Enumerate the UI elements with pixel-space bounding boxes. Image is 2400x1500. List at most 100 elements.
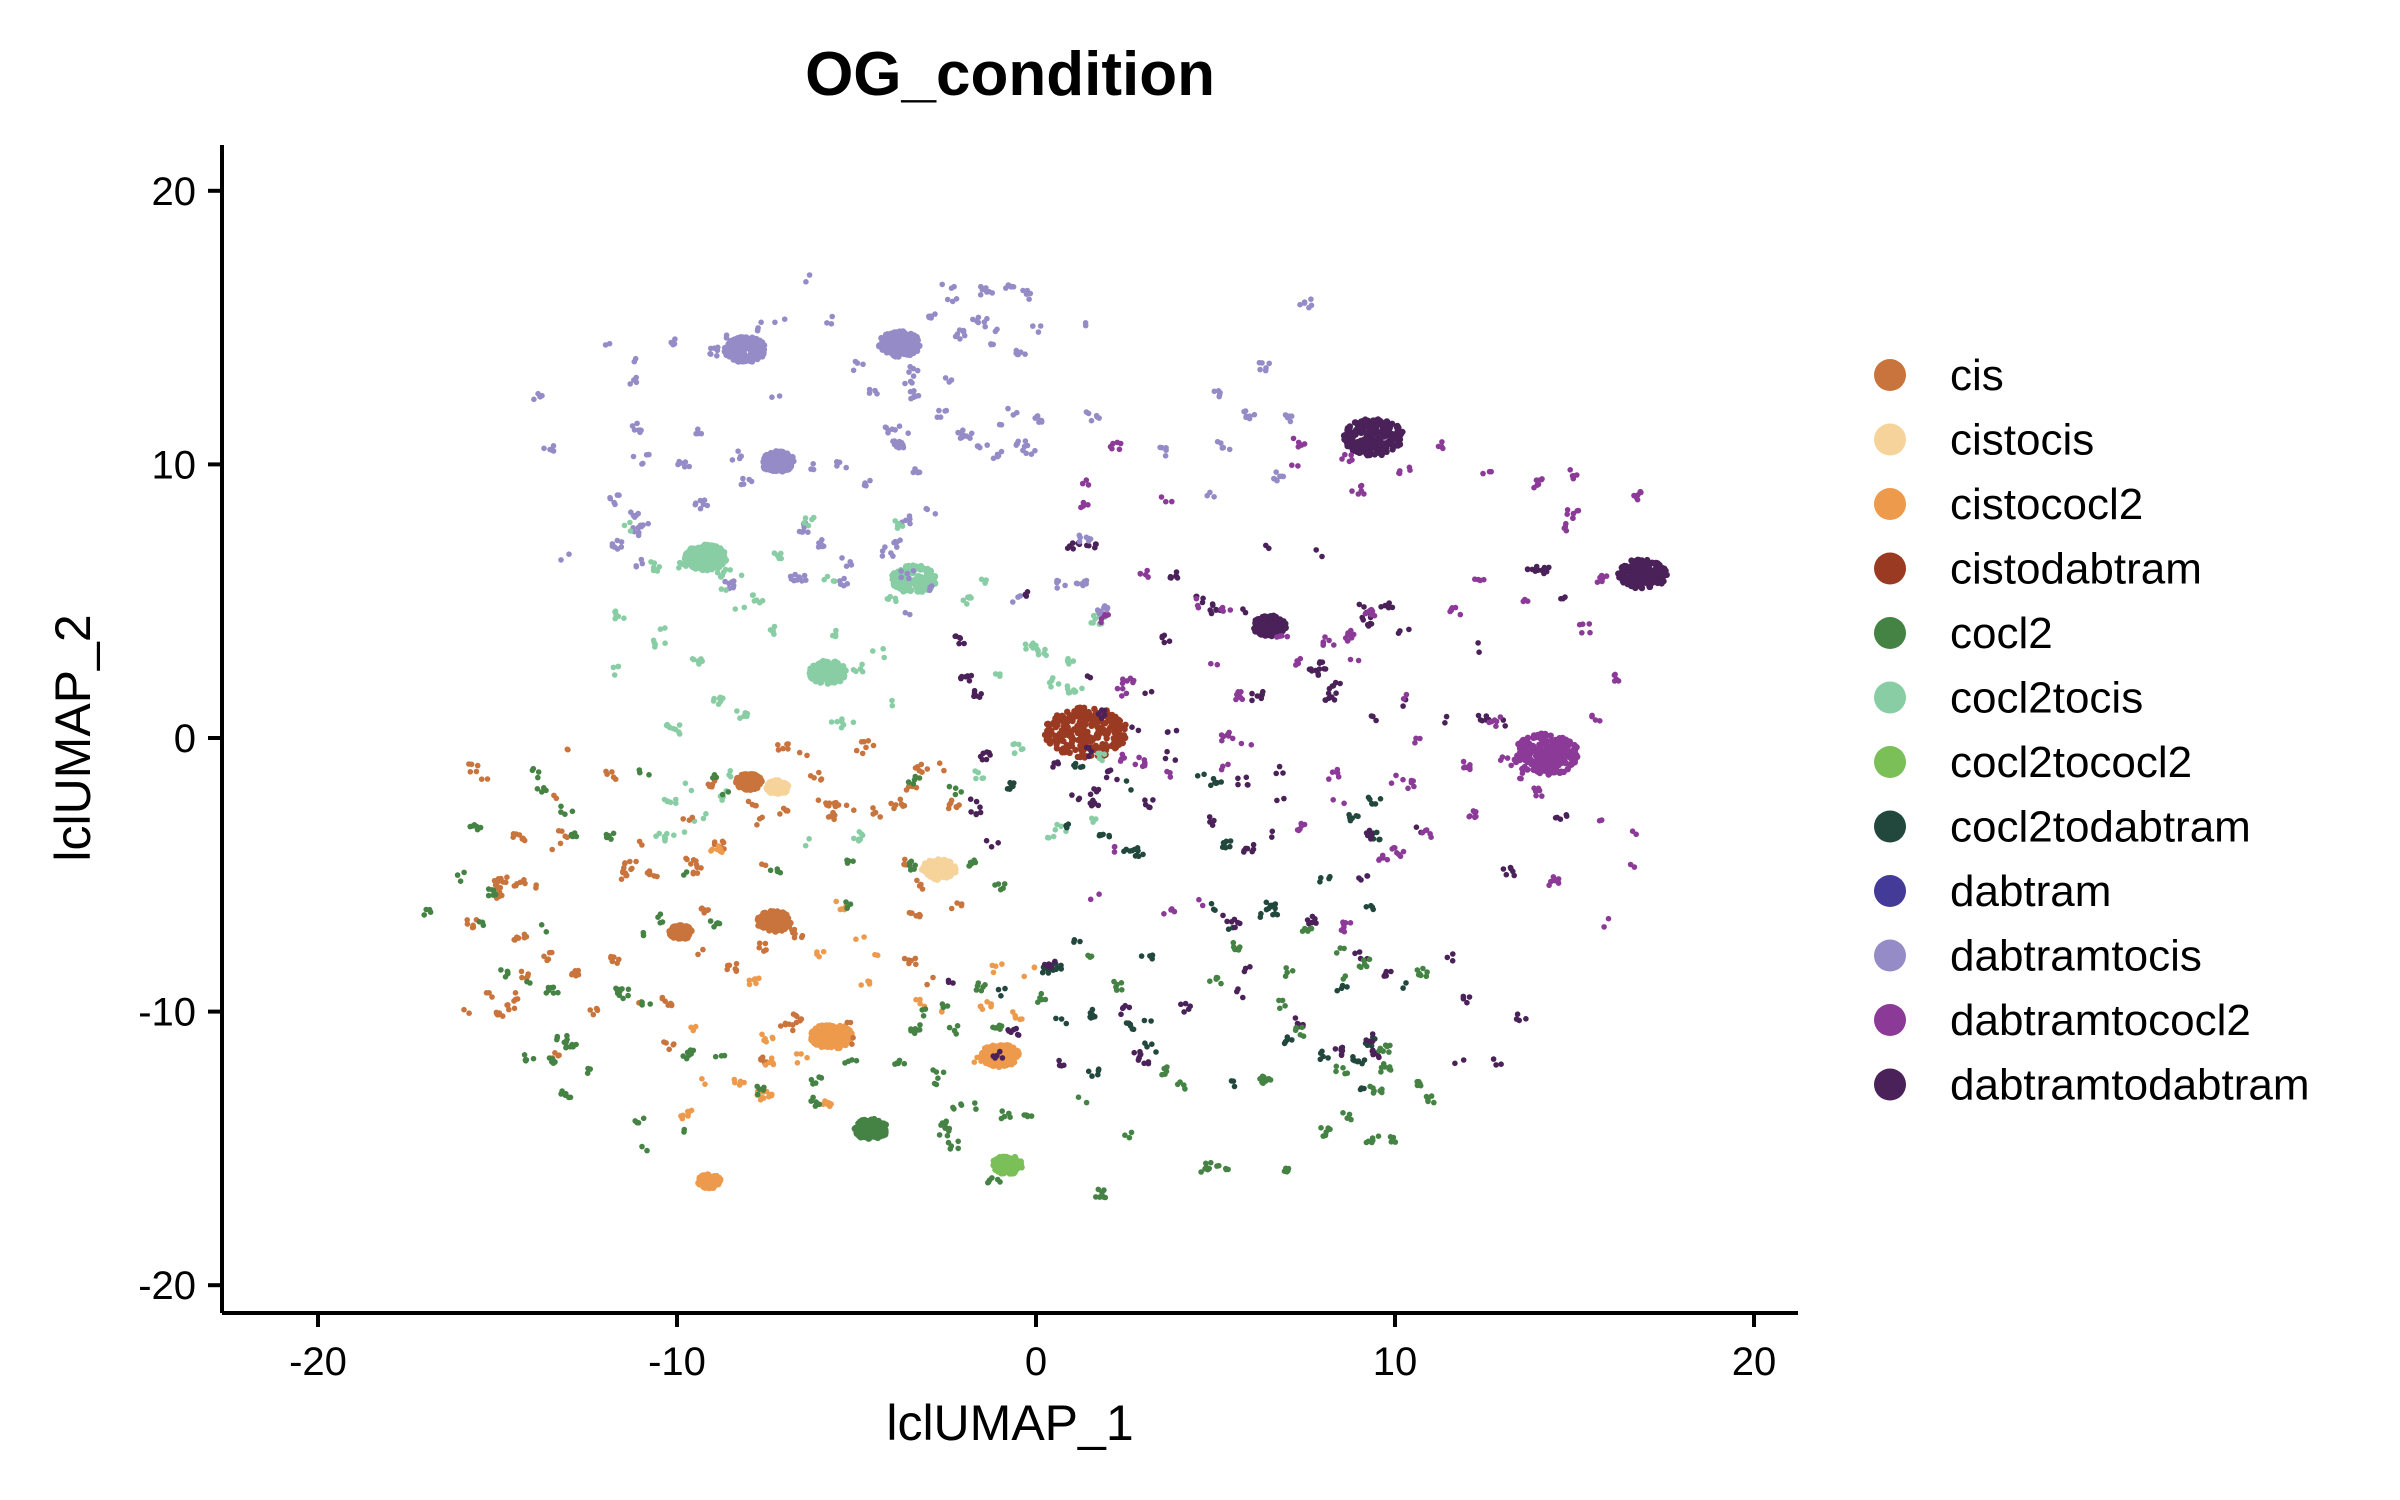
- point-cis: [513, 882, 519, 889]
- point-dabtramtocis: [829, 313, 835, 320]
- point-cocl2tocis: [832, 672, 839, 679]
- point-dabtramtocis: [850, 367, 857, 374]
- point-cocl2: [907, 867, 914, 873]
- point-cistococl2: [828, 1101, 834, 1107]
- point-cocl2tocis: [707, 565, 714, 572]
- point-cocl2tocis: [656, 564, 663, 570]
- point-dabtramtocis: [801, 572, 808, 579]
- point-cistococl2: [845, 1035, 852, 1043]
- point-dabtramtodabtram: [1251, 625, 1258, 632]
- point-cis: [724, 962, 731, 969]
- point-cocl2: [490, 892, 497, 898]
- point-dabtramtococl2: [1519, 765, 1526, 773]
- point-cocl2tocis: [778, 555, 784, 562]
- point-cocl2: [485, 886, 492, 892]
- point-cocl2todabtram: [1263, 899, 1270, 906]
- point-dabtramtocis: [824, 320, 830, 326]
- point-cocl2todabtram: [1344, 984, 1350, 990]
- point-dabtramtocis: [630, 453, 637, 460]
- point-dabtramtocis: [803, 279, 809, 285]
- point-cocl2: [558, 809, 564, 815]
- point-dabtramtodabtram: [1383, 430, 1390, 437]
- point-cocl2todabtram: [1071, 939, 1077, 945]
- point-cistococl2: [762, 1062, 769, 1068]
- point-dabtramtocis: [535, 390, 541, 397]
- point-cocl2: [523, 1057, 530, 1063]
- point-cis: [762, 940, 769, 947]
- point-cis: [953, 804, 960, 811]
- point-dabtramtocis: [762, 458, 769, 466]
- point-dabtramtocis: [806, 272, 813, 278]
- point-cis: [772, 915, 779, 922]
- point-cocl2todabtram: [1098, 832, 1104, 838]
- point-cocl2tocis: [997, 671, 1003, 677]
- point-cis: [484, 776, 491, 782]
- point-dabtramtocis: [942, 408, 948, 414]
- point-cistodabtram: [1110, 718, 1118, 725]
- point-dabtramtocis: [926, 314, 932, 321]
- point-cocl2: [853, 1057, 860, 1064]
- point-dabtramtocis: [901, 349, 909, 356]
- point-dabtramtodabtram: [1250, 846, 1257, 853]
- point-cocl2tocis: [831, 677, 838, 684]
- point-cocl2: [683, 1055, 690, 1062]
- point-cocl2todabtram: [1263, 906, 1270, 913]
- point-cocl2tocis: [717, 694, 724, 701]
- point-dabtramtocis: [957, 336, 963, 342]
- point-dabtramtodabtram: [1394, 435, 1401, 442]
- point-cistococl2: [732, 1079, 738, 1086]
- point-cistococl2: [816, 953, 822, 960]
- point-cocl2tocis: [698, 656, 704, 662]
- point-cocl2todabtram: [1377, 796, 1384, 802]
- point-cis: [948, 797, 955, 804]
- point-cocl2tocis: [1089, 815, 1095, 822]
- point-dabtramtodabtram: [1346, 431, 1353, 438]
- point-cocl2: [454, 872, 461, 878]
- point-dabtramtodabtram: [1476, 649, 1482, 655]
- point-cis: [912, 765, 919, 771]
- point-cistodabtram: [1110, 735, 1117, 742]
- point-cocl2: [550, 990, 557, 996]
- point-cocl2tocis: [805, 522, 812, 529]
- point-cocl2tocis: [850, 719, 857, 726]
- point-cocl2tocis: [965, 594, 971, 600]
- point-cocl2: [714, 920, 721, 926]
- point-cis: [870, 805, 876, 811]
- point-cis: [513, 831, 519, 837]
- point-cocl2: [639, 999, 645, 1006]
- point-dabtramtodabtram: [1346, 424, 1353, 432]
- point-cocl2todabtram: [1272, 905, 1278, 912]
- point-dabtramtodabtram: [1361, 422, 1369, 429]
- point-dabtramtocis: [635, 524, 642, 531]
- point-dabtramtocis: [541, 445, 547, 452]
- point-dabtramtodabtram: [1250, 841, 1257, 848]
- point-cis: [734, 774, 741, 782]
- point-cocl2: [502, 974, 509, 980]
- point-cocl2tocis: [612, 609, 618, 615]
- point-cis: [924, 981, 930, 988]
- point-dabtramtodabtram: [1388, 420, 1396, 427]
- point-cistococl2: [763, 1039, 769, 1045]
- point-cocl2: [559, 1088, 565, 1094]
- point-cis: [644, 870, 651, 876]
- point-cis: [792, 930, 798, 937]
- point-dabtramtocis: [754, 338, 761, 345]
- point-cis: [778, 911, 786, 918]
- point-dabtramtodabtram: [1645, 570, 1653, 577]
- point-dabtramtocis: [960, 329, 967, 335]
- point-cocl2: [683, 869, 690, 875]
- point-dabtramtocis: [1015, 438, 1021, 445]
- point-cistococl2: [698, 1179, 706, 1187]
- point-cocl2todabtram: [1106, 832, 1112, 839]
- point-dabtramtocis: [723, 351, 730, 358]
- point-cis: [948, 905, 955, 912]
- point-cocl2tocis: [1065, 655, 1071, 662]
- point-dabtramtocis: [701, 497, 708, 504]
- point-cistococl2: [710, 1178, 717, 1185]
- point-dabtramtodabtram: [1106, 768, 1112, 774]
- point-cocl2tocis: [1035, 651, 1042, 658]
- point-dabtramtodabtram: [1274, 797, 1280, 804]
- point-cocl2tocis: [912, 581, 919, 588]
- point-cocl2todabtram: [1317, 1056, 1324, 1063]
- point-dabtramtocis: [698, 430, 705, 437]
